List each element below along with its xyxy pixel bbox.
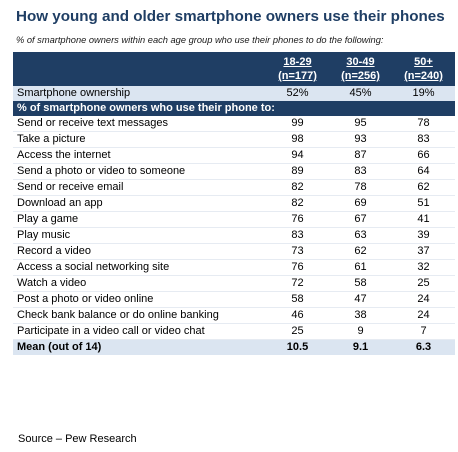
cell-value: 73: [266, 243, 329, 260]
column-header-n: (n=240): [404, 70, 443, 82]
table-row: Record a video 73 62 37: [13, 243, 455, 260]
table-row: Send or receive text messages 99 95 78: [13, 116, 455, 132]
cell-value: 51: [392, 195, 455, 212]
row-label: Access the internet: [13, 147, 266, 164]
ownership-value: 52%: [266, 86, 329, 101]
mean-value: 6.3: [392, 339, 455, 355]
cell-value: 62: [392, 179, 455, 196]
row-label: Play a game: [13, 211, 266, 228]
cell-value: 67: [329, 211, 392, 228]
column-header-30-49: 30-49 (n=256): [329, 52, 392, 86]
column-header-n: (n=177): [278, 70, 317, 82]
table-row: Play music 83 63 39: [13, 227, 455, 244]
row-label: Access a social networking site: [13, 259, 266, 276]
table-row: Take a picture 98 93 83: [13, 131, 455, 148]
cell-value: 82: [266, 195, 329, 212]
cell-value: 24: [392, 291, 455, 308]
table-row: Check bank balance or do online banking 4…: [13, 307, 455, 324]
column-header-18-29: 18-29 (n=177): [266, 52, 329, 86]
row-label: Take a picture: [13, 131, 266, 148]
table-row: Watch a video 72 58 25: [13, 275, 455, 292]
table-row: Access the internet 94 87 66: [13, 147, 455, 164]
cell-value: 66: [392, 147, 455, 164]
cell-value: 72: [266, 275, 329, 292]
table-row: Download an app 82 69 51: [13, 195, 455, 212]
column-header-range: 30-49: [346, 56, 375, 68]
cell-value: 76: [266, 211, 329, 228]
row-label: Post a photo or video online: [13, 291, 266, 308]
row-label: Send or receive email: [13, 179, 266, 196]
cell-value: 58: [329, 275, 392, 292]
ownership-value: 45%: [329, 86, 392, 101]
cell-value: 32: [392, 259, 455, 276]
cell-value: 95: [329, 116, 392, 132]
ownership-row: Smartphone ownership 52% 45% 19%: [13, 86, 455, 101]
row-label: Participate in a video call or video cha…: [13, 323, 266, 340]
cell-value: 61: [329, 259, 392, 276]
ownership-value: 19%: [392, 86, 455, 101]
cell-value: 64: [392, 163, 455, 180]
cell-value: 83: [392, 131, 455, 148]
row-label: Check bank balance or do online banking: [13, 307, 266, 324]
cell-value: 76: [266, 259, 329, 276]
cell-value: 25: [392, 275, 455, 292]
mean-value: 9.1: [329, 339, 392, 355]
source-note: Source – Pew Research: [18, 433, 137, 445]
row-label: Record a video: [13, 243, 266, 260]
cell-value: 98: [266, 131, 329, 148]
table-row: Send or receive email 82 78 62: [13, 179, 455, 196]
table-row: Post a photo or video online 58 47 24: [13, 291, 455, 308]
column-header-range: 50+: [414, 56, 433, 68]
cell-value: 83: [266, 227, 329, 244]
cell-value: 62: [329, 243, 392, 260]
cell-value: 69: [329, 195, 392, 212]
row-label: Watch a video: [13, 275, 266, 292]
column-header-row: 18-29 (n=177) 30-49 (n=256) 50+ (n=240): [13, 52, 455, 86]
mean-label: Mean (out of 14): [13, 339, 266, 355]
cell-value: 83: [329, 163, 392, 180]
table-row: Access a social networking site 76 61 32: [13, 259, 455, 276]
mean-value: 10.5: [266, 339, 329, 355]
cell-value: 94: [266, 147, 329, 164]
column-header-n: (n=256): [341, 70, 380, 82]
cell-value: 38: [329, 307, 392, 324]
cell-value: 25: [266, 323, 329, 340]
chart-container: How young and older smartphone owners us…: [13, 7, 455, 355]
cell-value: 78: [392, 116, 455, 132]
cell-value: 93: [329, 131, 392, 148]
column-header-50-plus: 50+ (n=240): [392, 52, 455, 86]
cell-value: 24: [392, 307, 455, 324]
cell-value: 37: [392, 243, 455, 260]
table-row: Play a game 76 67 41: [13, 211, 455, 228]
cell-value: 46: [266, 307, 329, 324]
cell-value: 82: [266, 179, 329, 196]
chart-title: How young and older smartphone owners us…: [16, 8, 445, 25]
section-header-row: % of smartphone owners who use their pho…: [13, 101, 455, 116]
cell-value: 41: [392, 211, 455, 228]
cell-value: 58: [266, 291, 329, 308]
cell-value: 78: [329, 179, 392, 196]
ownership-label: Smartphone ownership: [13, 86, 266, 101]
cell-value: 47: [329, 291, 392, 308]
row-label: Send a photo or video to someone: [13, 163, 266, 180]
cell-value: 9: [329, 323, 392, 340]
header-blank-cell: [13, 52, 266, 86]
cell-value: 63: [329, 227, 392, 244]
row-label: Download an app: [13, 195, 266, 212]
cell-value: 99: [266, 116, 329, 132]
row-label: Send or receive text messages: [13, 116, 266, 132]
cell-value: 39: [392, 227, 455, 244]
cell-value: 87: [329, 147, 392, 164]
chart-subtitle: % of smartphone owners within each age g…: [16, 35, 384, 45]
table-row: Participate in a video call or video cha…: [13, 323, 455, 340]
column-header-range: 18-29: [283, 56, 312, 68]
table-row: Send a photo or video to someone 89 83 64: [13, 163, 455, 180]
section-header: % of smartphone owners who use their pho…: [13, 101, 455, 116]
cell-value: 89: [266, 163, 329, 180]
row-label: Play music: [13, 227, 266, 244]
mean-row: Mean (out of 14) 10.5 9.1 6.3: [13, 339, 455, 355]
data-table: 18-29 (n=177) 30-49 (n=256) 50+ (n=240) …: [13, 52, 455, 355]
cell-value: 7: [392, 323, 455, 340]
